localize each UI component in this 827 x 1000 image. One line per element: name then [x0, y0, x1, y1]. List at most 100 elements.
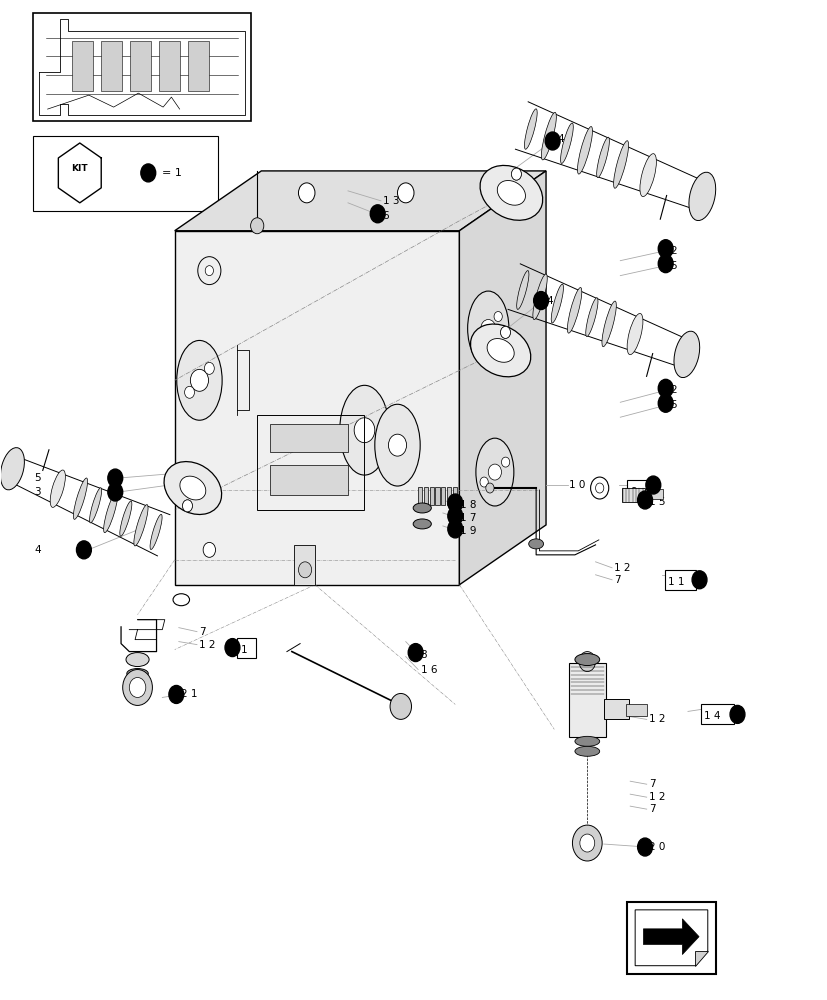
- Circle shape: [182, 500, 192, 512]
- Ellipse shape: [533, 274, 547, 320]
- Ellipse shape: [354, 418, 375, 443]
- Circle shape: [390, 693, 411, 719]
- Ellipse shape: [574, 746, 599, 756]
- Text: 5: 5: [669, 400, 676, 410]
- Bar: [270, 424, 347, 452]
- Ellipse shape: [198, 257, 221, 285]
- Ellipse shape: [528, 539, 543, 549]
- Circle shape: [657, 255, 672, 273]
- Ellipse shape: [601, 301, 615, 347]
- Circle shape: [251, 218, 264, 234]
- Circle shape: [579, 834, 594, 852]
- Circle shape: [500, 326, 509, 338]
- Ellipse shape: [339, 385, 389, 475]
- Bar: [270, 465, 347, 495]
- Ellipse shape: [574, 654, 599, 666]
- Ellipse shape: [179, 476, 206, 500]
- Ellipse shape: [576, 127, 592, 174]
- Ellipse shape: [190, 369, 208, 391]
- Ellipse shape: [388, 434, 406, 456]
- Text: 1 2: 1 2: [199, 640, 216, 650]
- Bar: [435, 487, 439, 505]
- Ellipse shape: [596, 137, 609, 178]
- Bar: [159, 41, 179, 91]
- Bar: [603, 699, 628, 719]
- Bar: [568, 663, 605, 737]
- Text: 1 2: 1 2: [648, 714, 665, 724]
- Bar: [452, 487, 457, 505]
- Text: 1 9: 1 9: [460, 526, 476, 536]
- Bar: [101, 41, 122, 91]
- Circle shape: [370, 205, 385, 223]
- Ellipse shape: [205, 266, 213, 276]
- Circle shape: [485, 483, 494, 493]
- Bar: [626, 902, 715, 974]
- Polygon shape: [459, 171, 545, 585]
- Text: 7: 7: [648, 779, 655, 789]
- Ellipse shape: [480, 165, 542, 220]
- Circle shape: [76, 541, 91, 559]
- Ellipse shape: [585, 298, 597, 336]
- Circle shape: [578, 652, 595, 672]
- Circle shape: [408, 644, 423, 662]
- Ellipse shape: [488, 464, 501, 480]
- Circle shape: [511, 168, 521, 180]
- Circle shape: [169, 685, 184, 703]
- Text: 6: 6: [382, 211, 389, 221]
- Circle shape: [657, 379, 672, 397]
- Circle shape: [204, 362, 214, 374]
- Bar: [188, 41, 208, 91]
- Circle shape: [474, 335, 482, 345]
- Circle shape: [225, 639, 240, 657]
- Circle shape: [298, 183, 314, 203]
- Circle shape: [447, 494, 462, 512]
- Ellipse shape: [639, 154, 656, 197]
- Ellipse shape: [134, 505, 148, 546]
- Text: 7: 7: [199, 627, 206, 637]
- Text: 1 0: 1 0: [568, 480, 585, 490]
- Circle shape: [657, 394, 672, 412]
- Text: 4: 4: [35, 545, 41, 555]
- Text: 1: 1: [241, 645, 247, 655]
- Circle shape: [729, 705, 744, 723]
- Bar: [294, 545, 314, 585]
- Bar: [625, 704, 646, 716]
- Ellipse shape: [551, 284, 562, 323]
- Ellipse shape: [480, 320, 495, 337]
- Ellipse shape: [673, 331, 699, 378]
- Ellipse shape: [413, 519, 431, 529]
- Ellipse shape: [50, 470, 65, 507]
- Bar: [423, 487, 428, 505]
- Circle shape: [182, 500, 192, 512]
- Polygon shape: [643, 919, 698, 955]
- Bar: [441, 487, 445, 505]
- Text: 7: 7: [648, 804, 655, 814]
- Text: 1 8: 1 8: [460, 500, 476, 510]
- Text: 1 1: 1 1: [667, 577, 684, 587]
- Bar: [130, 41, 151, 91]
- Text: 2: 2: [669, 246, 676, 256]
- Text: 1 3: 1 3: [382, 196, 399, 206]
- Ellipse shape: [566, 288, 581, 333]
- Bar: [33, 13, 251, 121]
- Ellipse shape: [150, 514, 162, 549]
- Text: 1 7: 1 7: [460, 513, 476, 523]
- Circle shape: [494, 312, 502, 321]
- Ellipse shape: [470, 324, 530, 377]
- Text: 2 0: 2 0: [648, 842, 665, 852]
- Circle shape: [657, 240, 672, 258]
- Circle shape: [108, 469, 122, 487]
- Text: 8: 8: [420, 650, 427, 660]
- Ellipse shape: [476, 438, 514, 506]
- Ellipse shape: [120, 501, 131, 536]
- Circle shape: [129, 678, 146, 697]
- Bar: [418, 487, 422, 505]
- Circle shape: [691, 571, 706, 589]
- Bar: [447, 487, 451, 505]
- Ellipse shape: [164, 462, 222, 514]
- Circle shape: [500, 326, 509, 338]
- Polygon shape: [174, 231, 459, 585]
- Ellipse shape: [375, 404, 419, 486]
- Circle shape: [447, 507, 462, 525]
- Ellipse shape: [1, 448, 24, 490]
